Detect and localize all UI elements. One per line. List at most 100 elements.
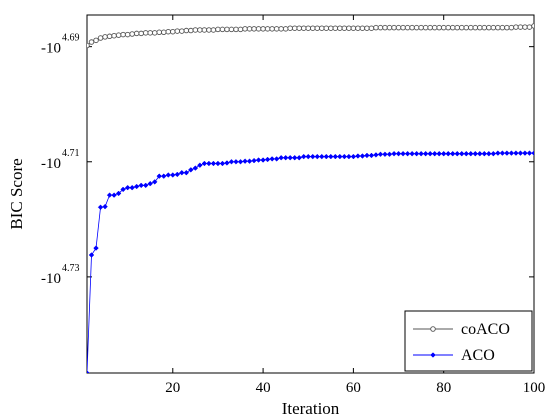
data-point (255, 26, 262, 32)
data-point (93, 245, 99, 251)
data-point (170, 172, 176, 178)
data-point (242, 26, 248, 32)
data-point (170, 28, 176, 35)
data-point (192, 27, 199, 33)
data-point (273, 156, 280, 162)
data-point (359, 25, 366, 31)
data-point (201, 160, 208, 167)
data-point (300, 153, 307, 160)
x-tick-label: 100 (523, 380, 546, 396)
data-point (246, 26, 253, 32)
data-point (106, 192, 113, 198)
data-point (282, 154, 289, 161)
data-point (355, 153, 361, 159)
data-point (228, 26, 235, 33)
data-point (522, 24, 528, 30)
data-point (391, 150, 397, 157)
data-point (346, 25, 352, 31)
data-point (242, 158, 248, 164)
data-point (291, 25, 298, 31)
data-point (161, 173, 167, 179)
data-point (504, 150, 510, 156)
data-point (422, 24, 429, 31)
data-point (219, 160, 226, 167)
data-point (413, 150, 420, 157)
data-point (368, 152, 375, 159)
data-point (319, 25, 325, 31)
y-tick-label-base: -10 (41, 41, 61, 57)
data-point (531, 150, 534, 156)
data-point (115, 190, 122, 197)
data-point (400, 24, 406, 31)
data-point (323, 153, 330, 160)
data-point (422, 150, 429, 157)
data-point (486, 24, 492, 31)
data-point (291, 154, 298, 161)
data-point (151, 30, 158, 36)
data-point (255, 157, 262, 163)
data-point (418, 150, 424, 157)
data-point (314, 25, 321, 31)
data-point (120, 186, 126, 193)
data-point (183, 27, 190, 34)
data-point (386, 24, 393, 31)
legend-entry: ACO (413, 347, 495, 364)
data-point (431, 150, 438, 157)
data-point (490, 24, 497, 31)
data-point (341, 25, 348, 31)
data-point (436, 150, 442, 157)
y-tick-label-exponent: 4.69 (62, 33, 80, 44)
data-point (472, 24, 479, 31)
data-point (463, 150, 470, 157)
data-point (531, 23, 534, 29)
x-tick-label: 80 (436, 380, 451, 396)
x-axis-title: Iteration (282, 399, 340, 418)
data-point (314, 153, 321, 160)
data-point (332, 25, 339, 31)
plot-border (86, 14, 535, 374)
y-tick-label-base: -10 (41, 271, 61, 287)
data-point (120, 31, 126, 38)
data-point (459, 24, 465, 31)
data-point (445, 150, 451, 157)
data-point (382, 24, 388, 31)
data-point (449, 24, 456, 31)
data-point (364, 25, 370, 31)
data-point (111, 192, 117, 198)
data-point (368, 25, 375, 31)
data-point (409, 24, 415, 31)
data-point (224, 160, 230, 166)
data-point (174, 171, 181, 178)
data-point (260, 157, 266, 163)
data-point (382, 151, 388, 158)
data-point (111, 32, 117, 39)
data-point (179, 169, 185, 176)
data-point (188, 167, 194, 173)
data-point (504, 24, 510, 31)
x-tick-label: 20 (165, 380, 180, 396)
data-point (142, 182, 149, 189)
data-point (517, 24, 524, 30)
data-point (328, 153, 334, 160)
data-point (233, 159, 239, 165)
data-point (477, 150, 483, 157)
legend-marker (430, 326, 436, 332)
data-point (310, 153, 316, 160)
data-point (156, 29, 162, 36)
data-point (142, 30, 149, 36)
data-point (278, 26, 284, 32)
x-tick-label: 60 (346, 380, 361, 396)
data-point (373, 24, 379, 31)
data-point (328, 25, 334, 31)
data-point (183, 169, 190, 176)
data-point (427, 150, 433, 157)
legend-box (404, 310, 533, 372)
data-point (215, 160, 221, 167)
data-point (341, 153, 348, 160)
data-point (319, 153, 325, 160)
data-point (197, 27, 203, 33)
y-axis: -104.69-104.71-104.73 (41, 33, 534, 287)
data-point (174, 28, 181, 34)
data-point (355, 25, 361, 31)
data-point (517, 150, 524, 156)
